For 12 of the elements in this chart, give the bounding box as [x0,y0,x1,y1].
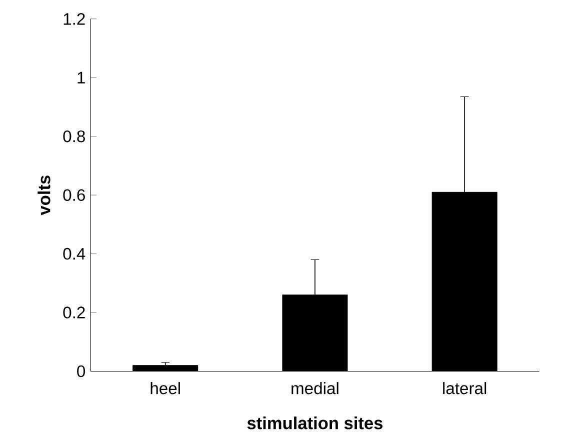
y-tick-label: 0.4 [63,248,86,260]
x-tick-label: medial [292,382,338,394]
x-tick-label: lateral [443,382,486,394]
y-tick-label: 0.6 [63,189,85,201]
y-tick-label: 1 [78,72,85,84]
y-tick-label: 0.2 [63,306,85,318]
y-tick-label: 1.2 [64,13,85,25]
x-tick-label: heel [150,382,180,394]
x-axis-title: stimulation sites [247,416,382,430]
y-tick-label: 0.8 [63,130,85,142]
y-axis-title: volts [38,176,50,216]
y-tick-label: 0 [77,365,86,378]
